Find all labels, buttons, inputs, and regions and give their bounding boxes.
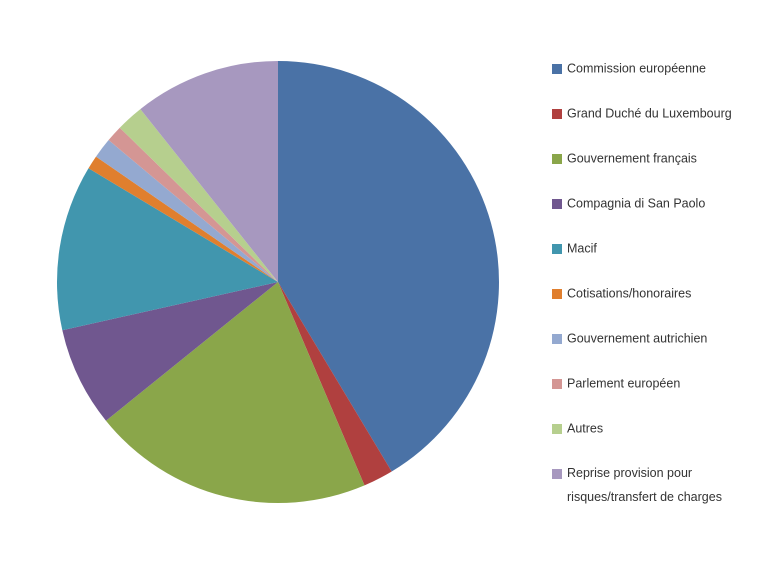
legend-swatch	[552, 379, 562, 389]
legend-label: Parlement européen	[567, 376, 680, 390]
pie-slice	[105, 282, 365, 503]
pie-slice	[95, 140, 278, 282]
legend-swatch	[552, 64, 562, 74]
legend-line: risques/transfert de charges	[567, 490, 722, 504]
pie-slice	[108, 127, 279, 282]
pie-slice	[57, 168, 278, 331]
legend-label: Macif	[567, 241, 597, 255]
legend-label: Reprise provision pour risques/transfert …	[567, 466, 722, 504]
legend-swatch	[552, 154, 562, 164]
legend-label: Grand Duché du Luxembourg	[567, 106, 732, 120]
pie-slice	[140, 61, 278, 282]
pie-slice	[278, 282, 392, 486]
pie-slice	[119, 109, 278, 282]
pie-slice	[62, 282, 279, 421]
pie-slice	[88, 156, 279, 282]
legend-label: Cotisations/honoraires	[567, 286, 691, 300]
legend-label: Compagnia di San Paolo	[567, 196, 705, 210]
legend-label: Gouvernement français	[567, 151, 697, 165]
legend-swatch	[552, 244, 562, 254]
legend-swatch	[552, 469, 562, 479]
legend-swatch	[552, 199, 562, 209]
pie-slice	[278, 61, 500, 472]
legend-swatch	[552, 109, 562, 119]
legend-line: Reprise provision pour	[567, 466, 692, 480]
legend-swatch	[552, 289, 562, 299]
legend-swatch	[552, 424, 562, 434]
legend-label: Autres	[567, 421, 603, 435]
legend-label: Gouvernement autrichien	[567, 331, 707, 345]
legend-label: Commission européenne	[567, 61, 706, 75]
legend-swatch	[552, 334, 562, 344]
